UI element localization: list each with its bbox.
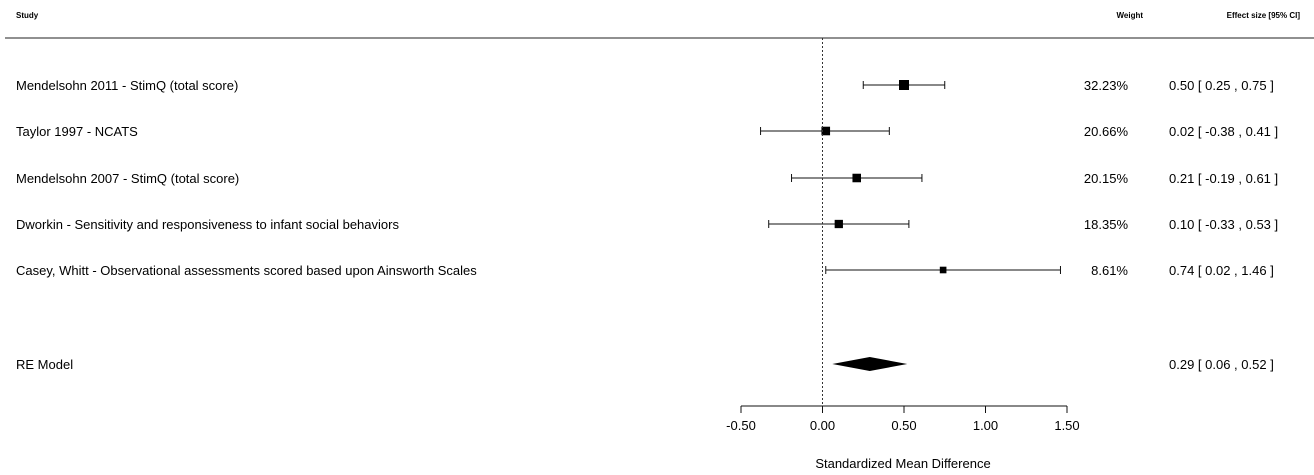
study-effect-ci: 0.74 [ 0.02 , 1.46 ] [1169,263,1274,278]
point-estimate [939,266,947,274]
study-row: Mendelsohn 2011 - StimQ (total score) 32.… [16,78,1274,93]
study-label: Mendelsohn 2007 - StimQ (total score) [16,171,239,186]
summary-effect-ci: 0.29 [ 0.06 , 0.52 ] [1169,357,1274,372]
x-tick-label: 1.00 [973,418,998,433]
study-label: Dworkin - Sensitivity and responsiveness… [16,217,399,232]
study-row: Dworkin - Sensitivity and responsiveness… [16,217,1278,232]
study-label: Taylor 1997 - NCATS [16,124,138,139]
study-effect-ci: 0.21 [ -0.19 , 0.61 ] [1169,171,1278,186]
header-study: Study [16,11,39,20]
point-estimate [821,126,831,136]
point-estimate [899,80,909,90]
x-axis-label: Standardized Mean Difference [815,456,990,471]
study-weight: 8.61% [1091,263,1128,278]
summary-label: RE Model [16,357,73,372]
study-weight: 18.35% [1084,217,1129,232]
study-weight: 20.66% [1084,124,1129,139]
summary-diamond [832,357,908,371]
study-weight: 32.23% [1084,78,1129,93]
study-effect-ci: 0.50 [ 0.25 , 0.75 ] [1169,78,1274,93]
x-tick-label: 0.00 [810,418,835,433]
study-weight: 20.15% [1084,171,1129,186]
x-tick-label: 1.50 [1054,418,1079,433]
study-label: Mendelsohn 2011 - StimQ (total score) [16,78,238,93]
x-tick-label: -0.50 [726,418,756,433]
study-row: Casey, Whitt - Observational assessments… [16,263,1274,278]
study-label: Casey, Whitt - Observational assessments… [16,263,477,278]
header-weight: Weight [1116,11,1143,20]
study-effect-ci: 0.02 [ -0.38 , 0.41 ] [1169,124,1278,139]
x-tick-label: 0.50 [891,418,916,433]
point-estimate [834,219,843,229]
header-effect-size: Effect size [95% CI] [1227,11,1301,20]
summary-row: RE Model 0.29 [ 0.06 , 0.52 ] [16,357,1274,372]
study-row: Mendelsohn 2007 - StimQ (total score) 20.… [16,171,1278,186]
study-effect-ci: 0.10 [ -0.33 , 0.53 ] [1169,217,1278,232]
study-row: Taylor 1997 - NCATS 20.66% 0.02 [ -0.38 , … [16,124,1278,139]
point-estimate [852,173,861,183]
